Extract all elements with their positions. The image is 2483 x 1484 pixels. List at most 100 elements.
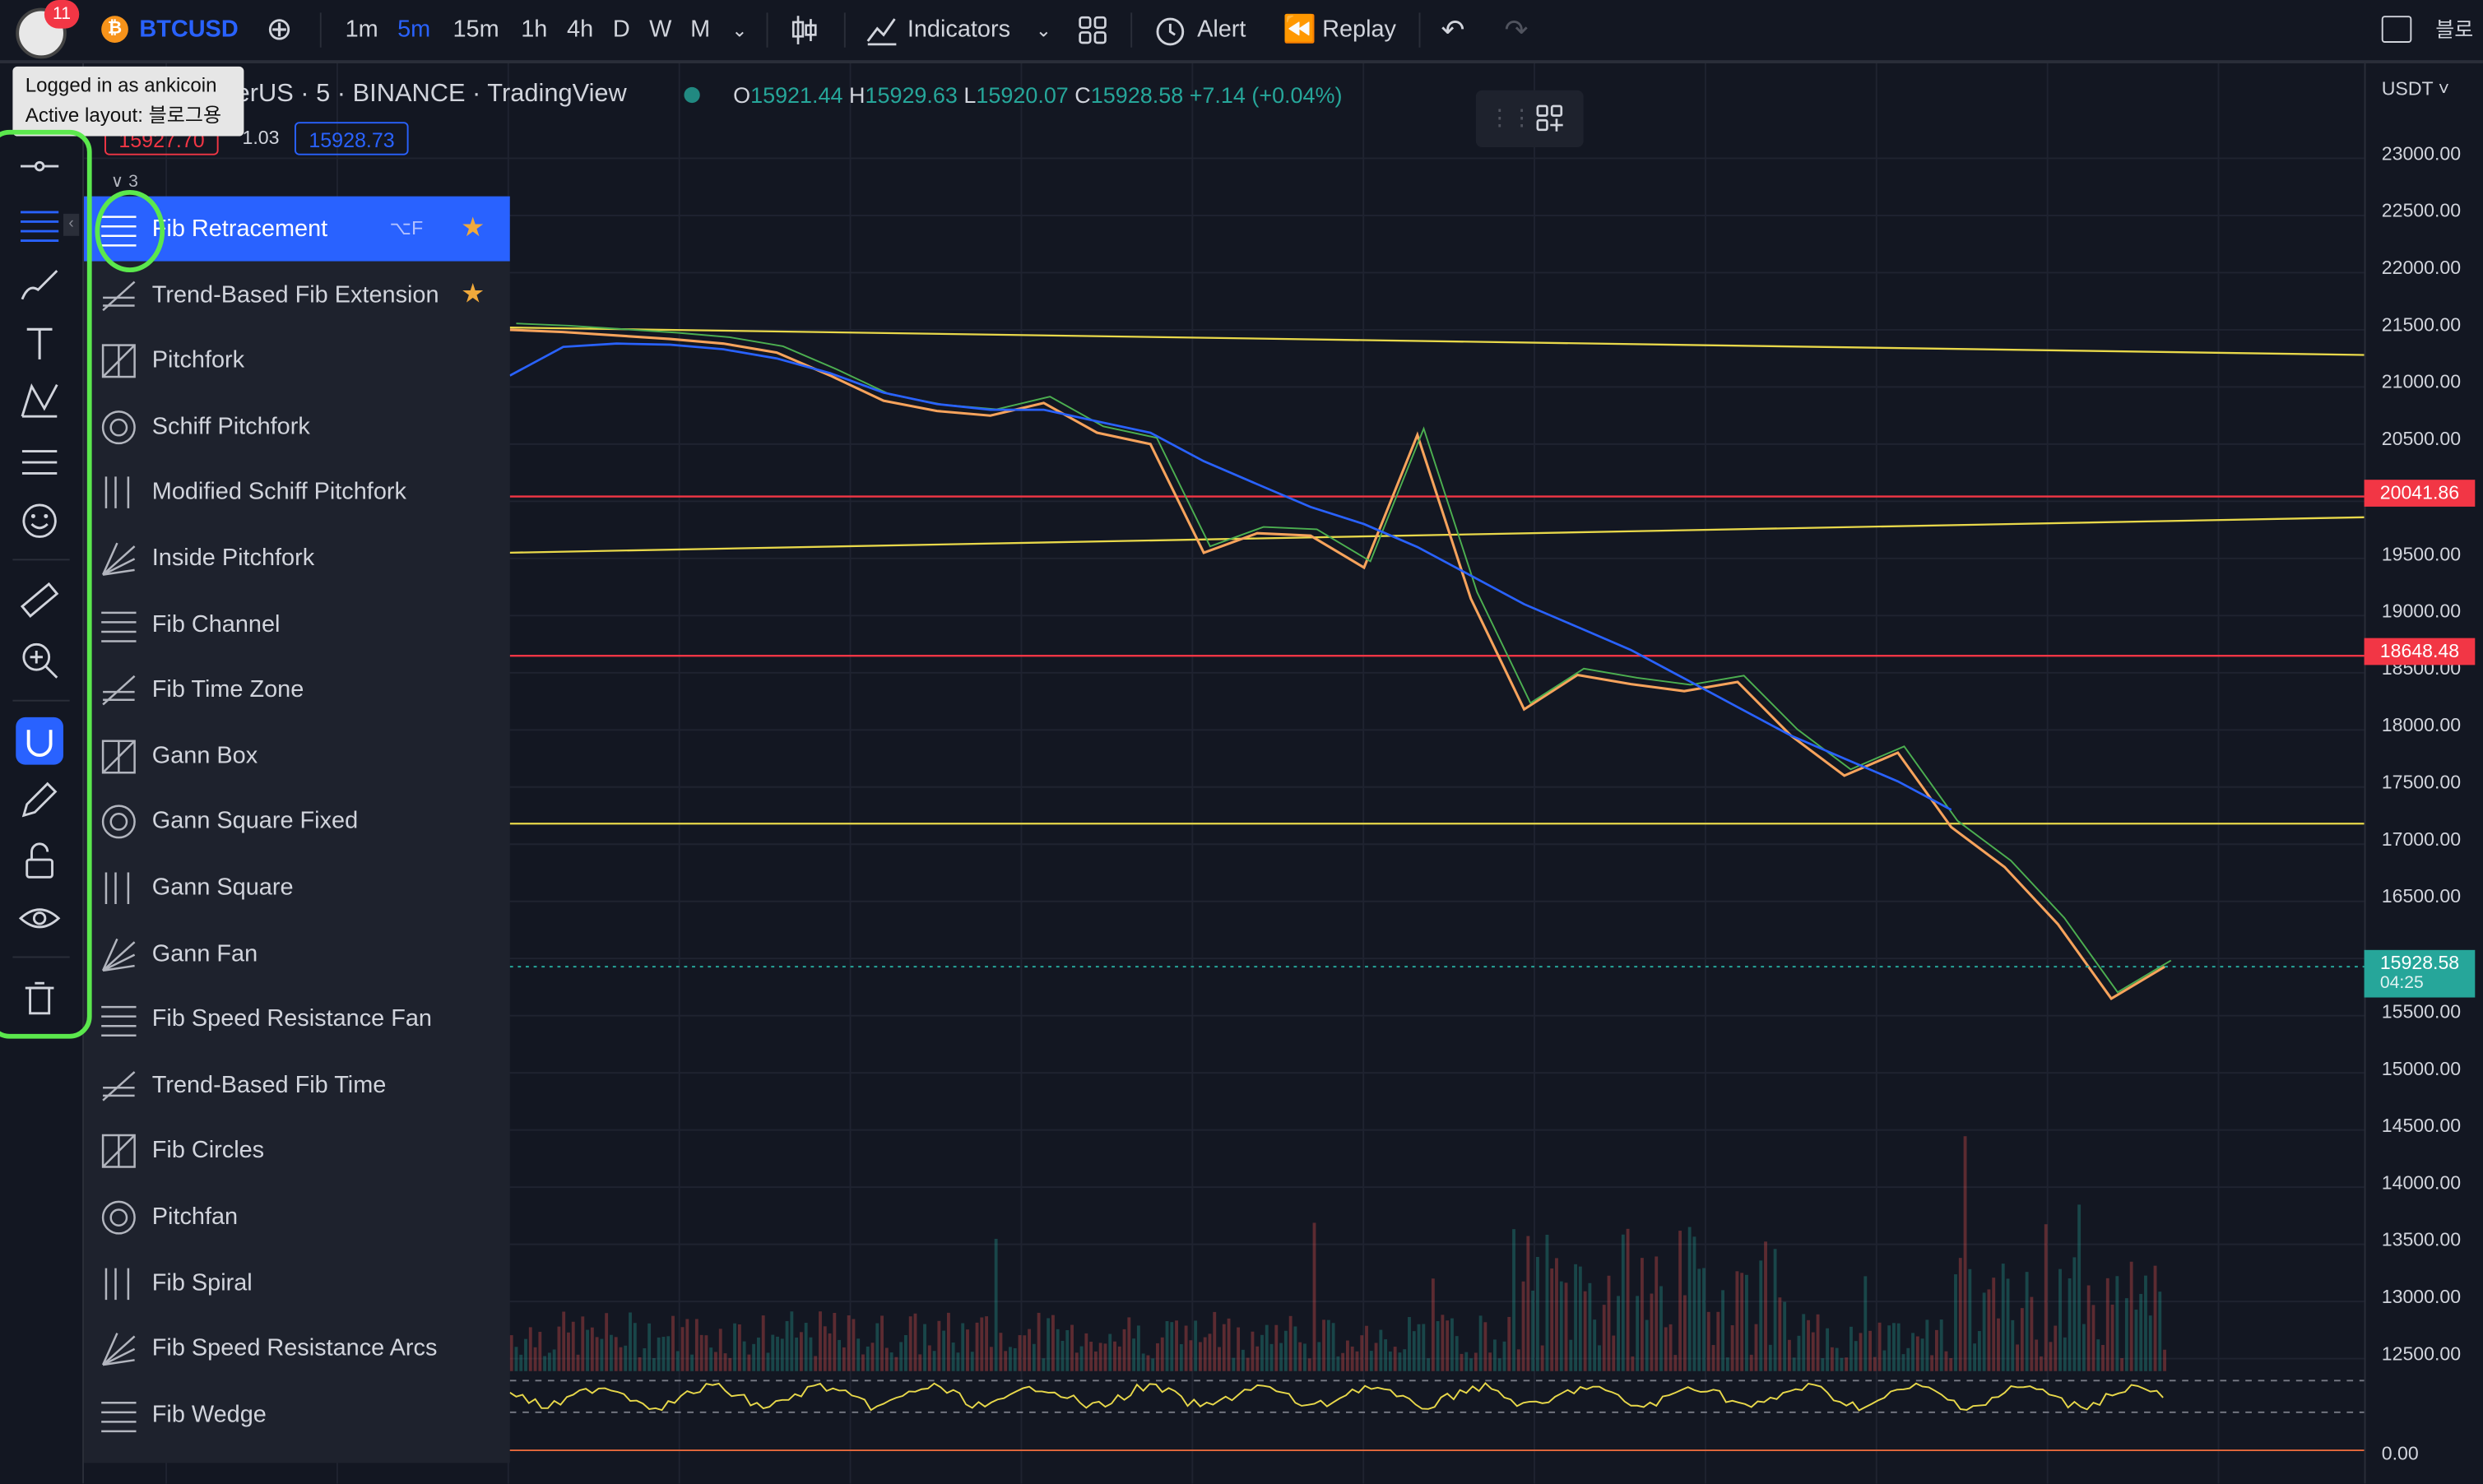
volume-bar bbox=[2144, 1275, 2147, 1371]
drag-handle-icon[interactable]: ⋮⋮ bbox=[1488, 104, 1534, 130]
alarm-clock-icon[interactable] bbox=[1153, 12, 1187, 47]
menu-item-trend-based-fib-extension[interactable]: Trend-Based Fib Extension ★ bbox=[84, 262, 510, 327]
close-value: 15928.58 bbox=[1090, 82, 1184, 108]
menu-item-fib-time-zone[interactable]: Fib Time Zone bbox=[84, 657, 510, 722]
price-label-red: 18648.48 bbox=[2364, 638, 2476, 665]
indicators-icon[interactable] bbox=[866, 14, 898, 46]
patterns-icon[interactable] bbox=[16, 377, 63, 424]
menu-item-trend-based-fib-time[interactable]: Trend-Based Fib Time bbox=[84, 1053, 510, 1118]
volume-bar bbox=[1711, 1345, 1715, 1371]
volume-bar bbox=[1165, 1320, 1169, 1371]
interval-5m[interactable]: 5m bbox=[397, 16, 431, 43]
undo-icon[interactable]: ↶ bbox=[1441, 14, 1465, 46]
menu-item-modified-schiff-pitchfork[interactable]: Modified Schiff Pitchfork bbox=[84, 460, 510, 525]
volume-bar bbox=[1175, 1320, 1178, 1371]
emoji-icon[interactable] bbox=[16, 497, 63, 545]
volume-bar bbox=[2082, 1324, 2086, 1371]
menu-item-label: Fib Time Zone bbox=[151, 676, 304, 703]
prediction-tools-icon[interactable] bbox=[16, 438, 63, 486]
volume-bar bbox=[1274, 1324, 1279, 1371]
trash-icon[interactable] bbox=[16, 976, 63, 1023]
stay-in-drawing-mode-icon[interactable] bbox=[16, 776, 63, 823]
menu-item-pitchfan[interactable]: Pitchfan bbox=[84, 1185, 510, 1250]
buy-price-button[interactable]: 15928.73 bbox=[294, 122, 410, 155]
volume-bar bbox=[1612, 1335, 1616, 1371]
layouts-icon[interactable] bbox=[1079, 16, 1107, 44]
compare-add-icon[interactable]: ⊕ bbox=[266, 12, 293, 48]
fib-spiral-icon bbox=[104, 1267, 130, 1300]
volume-bar bbox=[552, 1349, 556, 1371]
fib-tools-icon[interactable] bbox=[16, 201, 63, 248]
cursor-crosshair-icon[interactable] bbox=[16, 142, 63, 190]
brush-icon[interactable] bbox=[16, 262, 63, 309]
interval-m[interactable]: M bbox=[690, 16, 711, 43]
menu-item-fib-channel[interactable]: Fib Channel bbox=[84, 591, 510, 656]
interval-4h[interactable]: 4h bbox=[567, 16, 594, 43]
volume-bar bbox=[1811, 1332, 1815, 1371]
favorite-star-icon[interactable]: ★ bbox=[461, 211, 485, 243]
volume-bar bbox=[1227, 1318, 1231, 1371]
inside-pitchfork-icon bbox=[101, 542, 136, 576]
logged-in-text: Logged in as ankicoin bbox=[25, 74, 217, 97]
indicators-button[interactable]: Indicators bbox=[907, 16, 1011, 43]
interval-1h[interactable]: 1h bbox=[521, 16, 548, 43]
volume-bar bbox=[547, 1352, 551, 1371]
menu-item-fib-speed-resistance-arcs[interactable]: Fib Speed Resistance Arcs bbox=[84, 1316, 510, 1381]
menu-item-fib-speed-resistance-fan[interactable]: Fib Speed Resistance Fan bbox=[84, 986, 510, 1051]
symbol-search-button[interactable]: BTCUSD bbox=[139, 16, 239, 43]
indicators-dropdown-icon[interactable]: ⌄ bbox=[1035, 19, 1052, 42]
price-tick: 15000.00 bbox=[2381, 1057, 2462, 1080]
menu-item-fib-circles[interactable]: Fib Circles bbox=[84, 1119, 510, 1184]
replay-icon[interactable]: ⏪ bbox=[1283, 14, 1316, 44]
interval-d[interactable]: D bbox=[612, 16, 630, 43]
menu-item-gann-fan[interactable]: Gann Fan bbox=[84, 921, 510, 985]
replay-button[interactable]: Replay bbox=[1322, 16, 1397, 43]
menu-item-inside-pitchfork[interactable]: Inside Pitchfork bbox=[84, 526, 510, 591]
floating-drawing-toolbar: ⋮⋮ bbox=[1475, 90, 1584, 147]
layout-name-button[interactable]: 블로 bbox=[2435, 17, 2474, 42]
legend-collapse-toggle[interactable]: ∨ 3 bbox=[110, 172, 138, 192]
volume-bar bbox=[2001, 1264, 2005, 1371]
volume-bar bbox=[1042, 1358, 1046, 1371]
fullscreen-icon[interactable] bbox=[2381, 16, 2412, 43]
lock-icon[interactable] bbox=[16, 837, 63, 885]
interval-1m[interactable]: 1m bbox=[345, 16, 378, 43]
alert-button[interactable]: Alert bbox=[1197, 16, 1246, 43]
price-tick: 20500.00 bbox=[2381, 427, 2462, 450]
volume-bar bbox=[1716, 1311, 1720, 1371]
eye-icon[interactable] bbox=[16, 894, 63, 942]
magnet-icon[interactable] bbox=[16, 716, 63, 765]
menu-item-fib-spiral[interactable]: Fib Spiral bbox=[84, 1250, 510, 1315]
volume-bar bbox=[610, 1334, 613, 1371]
volume-bar bbox=[1745, 1274, 1748, 1371]
volume-bar bbox=[742, 1341, 746, 1371]
gann-square-fixed-icon bbox=[101, 805, 136, 840]
menu-item-fib-wedge[interactable]: Fib Wedge bbox=[84, 1382, 510, 1447]
menu-item-gann-square-fixed[interactable]: Gann Square Fixed bbox=[84, 789, 510, 854]
menu-item-gann-square[interactable]: Gann Square bbox=[84, 855, 510, 920]
collapse-arrow-icon[interactable]: ‹ bbox=[63, 213, 80, 236]
volume-bar bbox=[1545, 1234, 1549, 1371]
volume-bar bbox=[1617, 1296, 1620, 1371]
menu-item-gann-box[interactable]: Gann Box bbox=[84, 723, 510, 788]
redo-icon[interactable]: ↷ bbox=[1504, 14, 1529, 46]
add-toolbar-icon[interactable] bbox=[1536, 104, 1565, 133]
interval-15m[interactable]: 15m bbox=[453, 16, 499, 43]
modified-schiff-pitchfork-icon bbox=[104, 477, 130, 509]
trend-line bbox=[509, 326, 2365, 356]
zoom-in-icon[interactable] bbox=[16, 637, 63, 684]
ruler-icon[interactable] bbox=[16, 577, 63, 624]
favorite-star-icon[interactable]: ★ bbox=[461, 277, 485, 308]
interval-dropdown-icon[interactable]: ⌄ bbox=[731, 19, 748, 42]
interval-w[interactable]: W bbox=[649, 16, 672, 43]
currency-selector[interactable]: USDT ˅ bbox=[2381, 77, 2450, 100]
text-tool-icon[interactable] bbox=[16, 320, 63, 368]
fib-tools-menu: Fib Retracement ⌥F ★ Trend-Based Fib Extens… bbox=[84, 196, 510, 1463]
candles-icon[interactable] bbox=[790, 14, 819, 45]
price-axis[interactable]: USDT ˅ 23000.00 22500.00 22000.00 21500.… bbox=[2364, 63, 2483, 1484]
menu-item-schiff-pitchfork[interactable]: Schiff Pitchfork bbox=[84, 394, 510, 459]
volume-bar bbox=[671, 1315, 675, 1371]
volume-bar bbox=[1816, 1314, 1820, 1371]
menu-item-pitchfork[interactable]: Pitchfork bbox=[84, 328, 510, 393]
fib-speed-fan-icon bbox=[101, 1006, 137, 1037]
